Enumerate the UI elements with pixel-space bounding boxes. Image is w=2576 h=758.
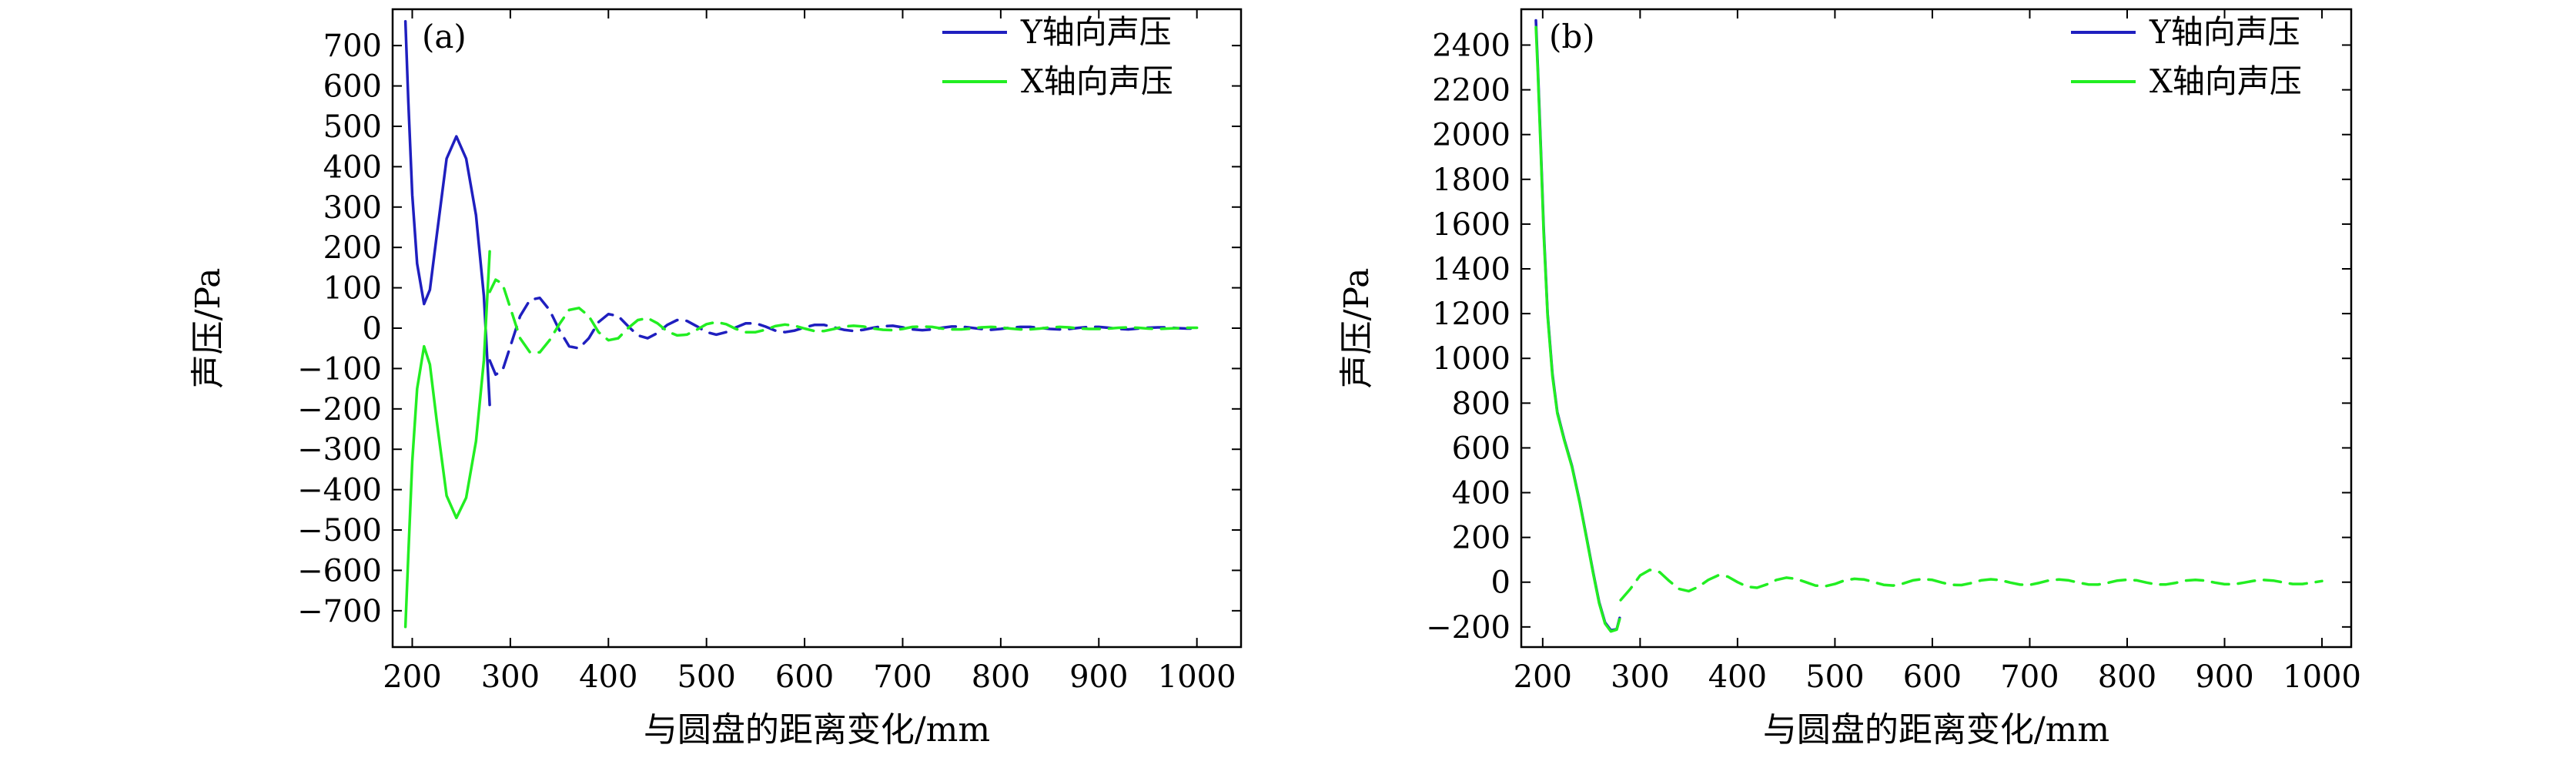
x-tick-label: 200 xyxy=(383,659,441,695)
x-tick-label: 1000 xyxy=(2283,659,2361,695)
y-tick-label: 200 xyxy=(323,230,382,266)
y-tick-label: 2200 xyxy=(1432,73,1510,109)
y-tick-label: 1000 xyxy=(1432,341,1510,377)
x-tick-label: 800 xyxy=(972,659,1030,695)
y-tick-label: 100 xyxy=(323,271,382,307)
panel-tag: (b) xyxy=(1549,18,1595,55)
x-tick-label: 500 xyxy=(677,659,735,695)
y-tick-label: 500 xyxy=(323,109,382,145)
series-line-y-solid xyxy=(403,19,491,407)
y-axis-label: 声压/Pa xyxy=(189,268,228,389)
x-tick-label: 400 xyxy=(1708,659,1767,695)
legend-label: X轴向声压 xyxy=(2149,62,2302,100)
y-tick-label: 800 xyxy=(1452,386,1510,421)
x-tick-label: 400 xyxy=(579,659,637,695)
series-line-x-solid xyxy=(1534,25,1621,633)
panel-tag: (a) xyxy=(422,18,467,55)
y-tick-label: −700 xyxy=(297,594,382,629)
series-line-x-dashed xyxy=(488,278,1199,354)
legend-label: Y轴向声压 xyxy=(1020,13,1172,51)
x-tick-label: 800 xyxy=(2098,659,2156,695)
y-tick-label: 700 xyxy=(323,29,382,64)
y-tick-label: −100 xyxy=(297,351,382,387)
x-tick-label: 300 xyxy=(481,659,540,695)
plot-frame xyxy=(1520,8,2353,649)
x-tick-label: 700 xyxy=(2000,659,2059,695)
y-tick-label: 0 xyxy=(1491,565,1510,601)
x-tick-label: 500 xyxy=(1805,659,1864,695)
x-tick-label: 600 xyxy=(1903,659,1962,695)
x-axis-label: 与圆盘的距离变化/mm xyxy=(1763,710,2109,750)
y-tick-label: 400 xyxy=(323,149,382,185)
legend-label: X轴向声压 xyxy=(1021,62,1173,100)
y-tick-label: −200 xyxy=(1426,610,1510,646)
y-tick-label: 1400 xyxy=(1432,252,1510,287)
y-tick-label: −300 xyxy=(297,432,382,468)
x-tick-label: 900 xyxy=(2195,659,2253,695)
x-tick-label: 600 xyxy=(775,659,834,695)
x-tick-label: 900 xyxy=(1069,659,1128,695)
y-tick-label: 200 xyxy=(1452,521,1510,556)
x-tick-label: 700 xyxy=(873,659,932,695)
y-tick-label: 600 xyxy=(323,69,382,105)
y-tick-label: 300 xyxy=(323,190,382,226)
x-axis-label: 与圆盘的距离变化/mm xyxy=(644,710,990,750)
y-tick-label: −600 xyxy=(297,553,382,589)
y-tick-label: 1200 xyxy=(1432,297,1510,332)
y-tick-label: −500 xyxy=(297,513,382,548)
y-tick-label: 600 xyxy=(1452,431,1510,466)
y-tick-label: 0 xyxy=(363,311,382,347)
series-line-x-solid xyxy=(403,250,491,629)
chart-panel-a: 200 300 400 500 600 700 800 900 1000700600500400… xyxy=(189,8,1243,750)
legend-label: Y轴向声压 xyxy=(2149,13,2300,51)
series-line-x-dashed xyxy=(1619,568,2323,602)
y-tick-label: 2000 xyxy=(1432,118,1510,153)
y-tick-label: 2400 xyxy=(1432,28,1510,63)
series-line-y-dashed xyxy=(488,296,1199,377)
y-tick-label: −400 xyxy=(297,473,382,508)
chart-panel-b: 200 300 400 500 600 700 800 900 1000240022002000… xyxy=(1337,8,2361,750)
y-tick-label: −200 xyxy=(297,392,382,428)
x-tick-label: 1000 xyxy=(1158,659,1236,695)
y-tick-label: 1600 xyxy=(1432,207,1510,243)
x-tick-label: 200 xyxy=(1514,659,1572,695)
y-tick-label: 400 xyxy=(1452,476,1510,511)
x-tick-label: 300 xyxy=(1611,659,1669,695)
y-axis-label: 声压/Pa xyxy=(1337,268,1377,389)
y-tick-label: 1800 xyxy=(1432,163,1510,198)
